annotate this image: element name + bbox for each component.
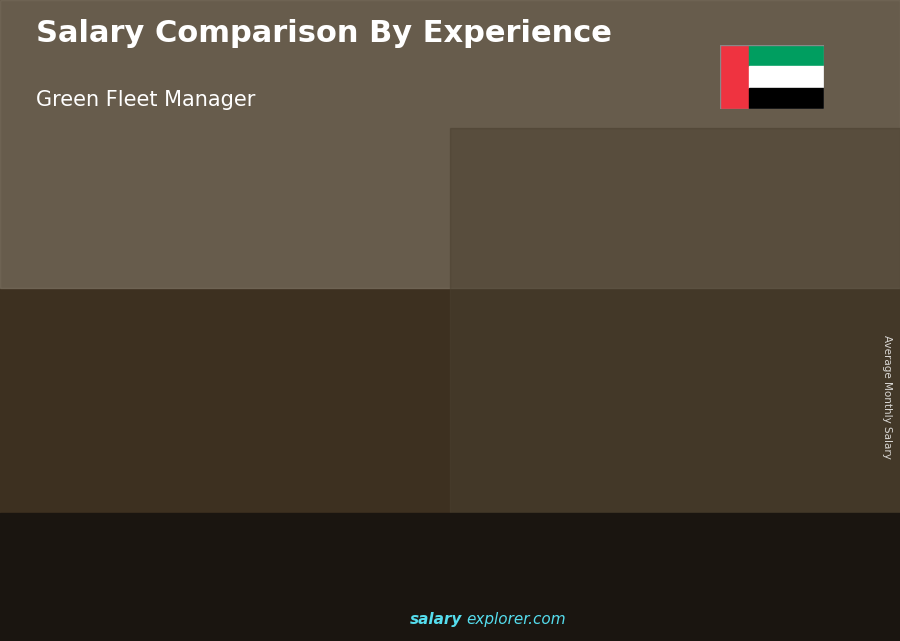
- Text: 20,800 AED: 20,800 AED: [720, 272, 794, 286]
- Bar: [750, 45, 824, 66]
- FancyBboxPatch shape: [723, 290, 790, 577]
- Text: 8,510 AED: 8,510 AED: [75, 442, 140, 455]
- FancyBboxPatch shape: [661, 317, 667, 577]
- Text: 19,400 AED: 19,400 AED: [590, 292, 663, 305]
- FancyBboxPatch shape: [203, 421, 271, 577]
- Bar: [720, 45, 750, 109]
- FancyBboxPatch shape: [203, 421, 271, 424]
- Bar: [750, 88, 824, 109]
- FancyBboxPatch shape: [593, 309, 661, 314]
- Text: +32%: +32%: [143, 374, 202, 392]
- FancyBboxPatch shape: [400, 375, 408, 577]
- Bar: [0, 0, 900, 288]
- Text: +8%: +8%: [539, 256, 585, 274]
- Text: 18,000 AED: 18,000 AED: [460, 312, 534, 324]
- FancyBboxPatch shape: [464, 328, 531, 577]
- Text: 15,100 AED: 15,100 AED: [330, 351, 404, 364]
- Text: salary: salary: [410, 612, 462, 627]
- Bar: [750, 66, 824, 88]
- Text: 11,300 AED: 11,300 AED: [201, 404, 274, 417]
- FancyBboxPatch shape: [271, 426, 278, 577]
- Text: +7%: +7%: [669, 235, 715, 253]
- Text: explorer.com: explorer.com: [466, 612, 566, 627]
- FancyBboxPatch shape: [141, 463, 148, 577]
- FancyBboxPatch shape: [723, 290, 790, 295]
- FancyBboxPatch shape: [531, 336, 537, 577]
- FancyBboxPatch shape: [790, 298, 797, 577]
- FancyBboxPatch shape: [593, 309, 661, 577]
- Text: +19%: +19%: [403, 278, 461, 296]
- Bar: [0, 513, 900, 641]
- FancyBboxPatch shape: [74, 460, 141, 577]
- FancyBboxPatch shape: [333, 369, 400, 372]
- Text: Average Monthly Salary: Average Monthly Salary: [881, 335, 892, 460]
- FancyBboxPatch shape: [464, 328, 531, 333]
- FancyBboxPatch shape: [74, 460, 141, 462]
- Bar: [450, 128, 900, 513]
- Text: Salary Comparison By Experience: Salary Comparison By Experience: [36, 19, 612, 48]
- Text: Green Fleet Manager: Green Fleet Manager: [36, 90, 256, 110]
- FancyBboxPatch shape: [333, 369, 400, 577]
- Text: +34%: +34%: [273, 319, 331, 337]
